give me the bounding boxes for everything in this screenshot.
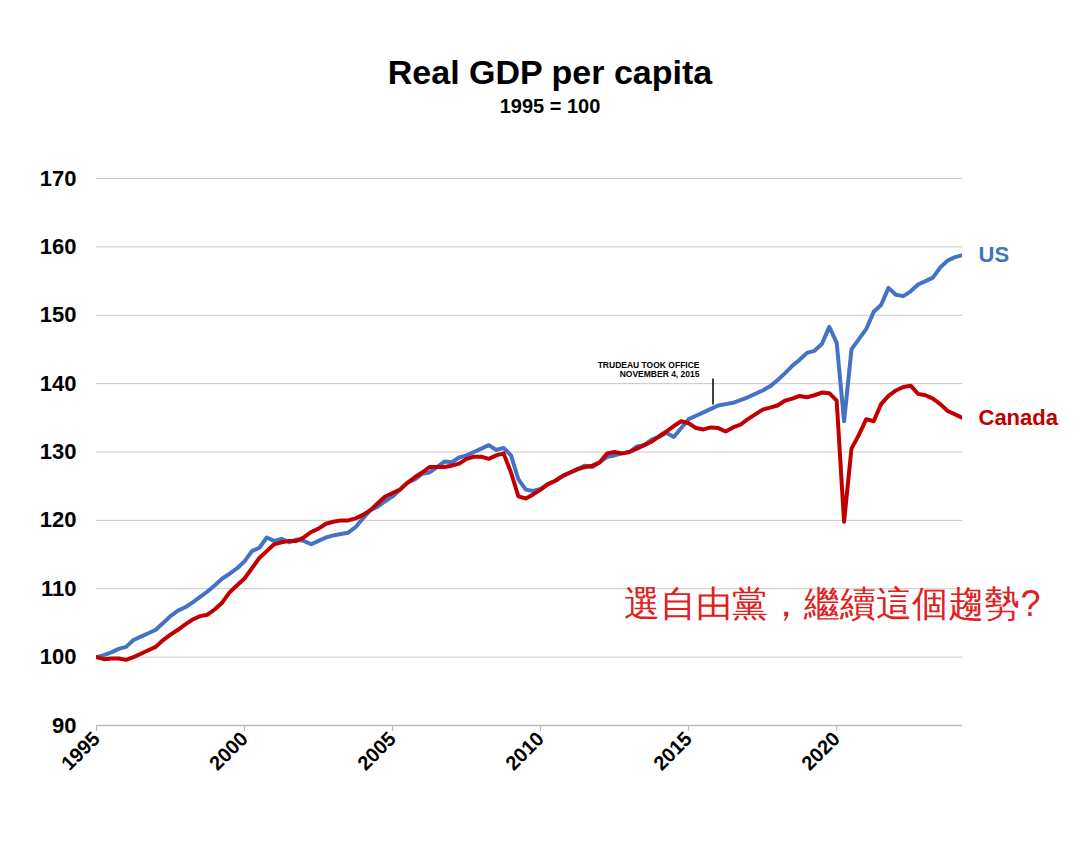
svg-text:2000: 2000 xyxy=(205,727,252,774)
svg-text:選自由黨，繼續這個趨勢?: 選自由黨，繼續這個趨勢? xyxy=(624,583,1040,624)
svg-text:140: 140 xyxy=(40,371,77,396)
svg-text:90: 90 xyxy=(52,713,76,738)
svg-text:TRUDEAU TOOK OFFICENOVEMBER 4,: TRUDEAU TOOK OFFICENOVEMBER 4, 2015 xyxy=(598,360,700,379)
svg-text:110: 110 xyxy=(41,576,77,601)
svg-text:100: 100 xyxy=(40,644,77,669)
svg-text:2005: 2005 xyxy=(353,727,400,774)
svg-text:150: 150 xyxy=(40,302,77,327)
svg-text:Canada: Canada xyxy=(979,405,1059,430)
svg-text:130: 130 xyxy=(40,439,77,464)
svg-text:170: 170 xyxy=(40,166,77,191)
svg-text:1995: 1995 xyxy=(57,727,104,774)
svg-text:US: US xyxy=(979,242,1010,267)
svg-text:120: 120 xyxy=(40,507,77,532)
svg-text:2015: 2015 xyxy=(649,727,696,774)
svg-text:2010: 2010 xyxy=(501,727,548,774)
svg-text:2020: 2020 xyxy=(797,727,844,774)
html-text:1995 = 100: 1995 = 100 xyxy=(499,95,601,117)
svg-text:160: 160 xyxy=(40,234,77,259)
html-text:Real GDP per capita: Real GDP per capita xyxy=(387,53,713,91)
